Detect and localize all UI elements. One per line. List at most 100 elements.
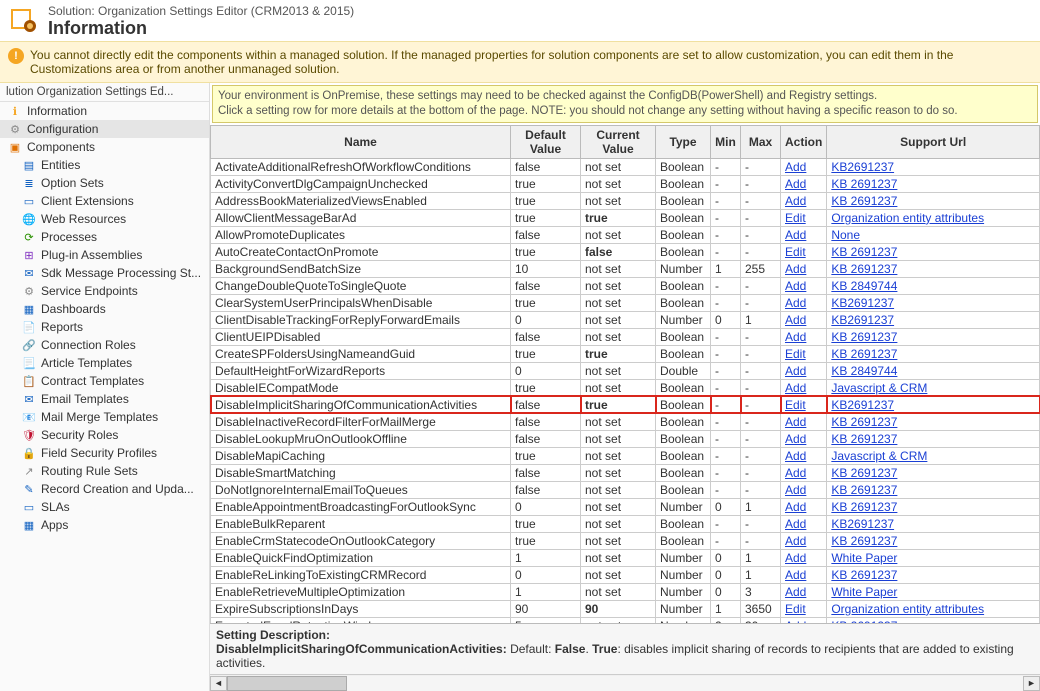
support-url-link[interactable]: KB 2691237: [831, 483, 897, 497]
support-url-link[interactable]: Organization entity attributes: [831, 211, 984, 225]
action-link[interactable]: Edit: [785, 245, 806, 259]
support-url-link[interactable]: KB 2691237: [831, 330, 897, 344]
sidebar-item-email-templates[interactable]: ✉Email Templates: [0, 390, 209, 408]
table-row[interactable]: ClientDisableTrackingForReplyForwardEmai…: [211, 311, 1040, 328]
table-row[interactable]: CreateSPFoldersUsingNameandGuidtruetrueB…: [211, 345, 1040, 362]
sidebar-item-plug-in-assemblies[interactable]: ⊞Plug-in Assemblies: [0, 246, 209, 264]
column-header[interactable]: Support Url: [827, 125, 1040, 158]
support-url-link[interactable]: KB2691237: [831, 517, 894, 531]
action-link[interactable]: Add: [785, 262, 806, 276]
sidebar-item-reports[interactable]: 📄Reports: [0, 318, 209, 336]
table-row[interactable]: EnableRetrieveMultipleOptimization1not s…: [211, 583, 1040, 600]
action-link[interactable]: Edit: [785, 211, 806, 225]
sidebar-item-article-templates[interactable]: 📃Article Templates: [0, 354, 209, 372]
support-url-link[interactable]: KB 2849744: [831, 279, 897, 293]
support-url-link[interactable]: KB 2691237: [831, 466, 897, 480]
action-link[interactable]: Edit: [785, 398, 806, 412]
column-header[interactable]: Action: [781, 125, 827, 158]
support-url-link[interactable]: Javascript & CRM: [831, 449, 927, 463]
table-row[interactable]: DisableImplicitSharingOfCommunicationAct…: [211, 396, 1040, 413]
table-row[interactable]: EnableCrmStatecodeOnOutlookCategorytruen…: [211, 532, 1040, 549]
sidebar-item-configuration[interactable]: ⚙Configuration: [0, 120, 209, 138]
sidebar-item-client-extensions[interactable]: ▭Client Extensions: [0, 192, 209, 210]
table-row[interactable]: ChangeDoubleQuoteToSingleQuotefalsenot s…: [211, 277, 1040, 294]
action-link[interactable]: Edit: [785, 602, 806, 616]
action-link[interactable]: Add: [785, 177, 806, 191]
support-url-link[interactable]: KB2691237: [831, 160, 894, 174]
table-row[interactable]: DoNotIgnoreInternalEmailToQueuesfalsenot…: [211, 481, 1040, 498]
table-row[interactable]: ActivityConvertDlgCampaignUncheckedtruen…: [211, 175, 1040, 192]
action-link[interactable]: Add: [785, 194, 806, 208]
support-url-link[interactable]: None: [831, 228, 860, 242]
action-link[interactable]: Add: [785, 296, 806, 310]
support-url-link[interactable]: KB 2691237: [831, 534, 897, 548]
sidebar-item-processes[interactable]: ⟳Processes: [0, 228, 209, 246]
sidebar-item-slas[interactable]: ▭SLAs: [0, 498, 209, 516]
column-header[interactable]: Name: [211, 125, 511, 158]
support-url-link[interactable]: KB2691237: [831, 296, 894, 310]
action-link[interactable]: Add: [785, 228, 806, 242]
support-url-link[interactable]: KB 2691237: [831, 415, 897, 429]
action-link[interactable]: Add: [785, 415, 806, 429]
sidebar-item-routing-rule-sets[interactable]: ↗Routing Rule Sets: [0, 462, 209, 480]
scroll-right-arrow[interactable]: ►: [1023, 676, 1040, 691]
column-header[interactable]: Current Value: [581, 125, 656, 158]
support-url-link[interactable]: Javascript & CRM: [831, 381, 927, 395]
action-link[interactable]: Add: [785, 551, 806, 565]
support-url-link[interactable]: KB 2691237: [831, 245, 897, 259]
action-link[interactable]: Add: [785, 466, 806, 480]
sidebar-item-service-endpoints[interactable]: ⚙Service Endpoints: [0, 282, 209, 300]
sidebar-item-web-resources[interactable]: 🌐Web Resources: [0, 210, 209, 228]
action-link[interactable]: Add: [785, 517, 806, 531]
settings-table-wrap[interactable]: NameDefault ValueCurrent ValueTypeMinMax…: [210, 125, 1040, 623]
table-row[interactable]: DisableInactiveRecordFilterForMailMergef…: [211, 413, 1040, 430]
action-link[interactable]: Add: [785, 432, 806, 446]
horizontal-scrollbar[interactable]: ◄ ►: [210, 674, 1040, 691]
support-url-link[interactable]: KB 2691237: [831, 194, 897, 208]
scroll-thumb[interactable]: [227, 676, 347, 691]
action-link[interactable]: Add: [785, 500, 806, 514]
support-url-link[interactable]: KB 2691237: [831, 262, 897, 276]
support-url-link[interactable]: KB 2691237: [831, 347, 897, 361]
support-url-link[interactable]: KB 2691237: [831, 177, 897, 191]
column-header[interactable]: Type: [656, 125, 711, 158]
table-row[interactable]: DisableLookupMruOnOutlookOfflinefalsenot…: [211, 430, 1040, 447]
column-header[interactable]: Max: [741, 125, 781, 158]
table-row[interactable]: AllowClientMessageBarAdtruetrueBoolean--…: [211, 209, 1040, 226]
sidebar-item-connection-roles[interactable]: 🔗Connection Roles: [0, 336, 209, 354]
action-link[interactable]: Add: [785, 449, 806, 463]
action-link[interactable]: Add: [785, 568, 806, 582]
support-url-link[interactable]: KB2691237: [831, 398, 894, 412]
action-link[interactable]: Add: [785, 381, 806, 395]
action-link[interactable]: Add: [785, 330, 806, 344]
sidebar-item-entities[interactable]: ▤Entities: [0, 156, 209, 174]
sidebar-item-mail-merge-templates[interactable]: 📧Mail Merge Templates: [0, 408, 209, 426]
sidebar-item-security-roles[interactable]: 🛡Security Roles: [0, 426, 209, 444]
table-row[interactable]: DisableSmartMatchingfalsenot setBoolean-…: [211, 464, 1040, 481]
action-link[interactable]: Add: [785, 313, 806, 327]
table-row[interactable]: EnableReLinkingToExistingCRMRecord0not s…: [211, 566, 1040, 583]
table-row[interactable]: AutoCreateContactOnPromotetruefalseBoole…: [211, 243, 1040, 260]
table-row[interactable]: ClientUEIPDisabledfalsenot setBoolean--A…: [211, 328, 1040, 345]
support-url-link[interactable]: White Paper: [831, 585, 897, 599]
sidebar-item-field-security-profiles[interactable]: 🔒Field Security Profiles: [0, 444, 209, 462]
table-row[interactable]: DisableMapiCachingtruenot setBoolean--Ad…: [211, 447, 1040, 464]
support-url-link[interactable]: KB 2691237: [831, 432, 897, 446]
sidebar-item-option-sets[interactable]: ≣Option Sets: [0, 174, 209, 192]
table-row[interactable]: DefaultHeightForWizardReports0not setDou…: [211, 362, 1040, 379]
action-link[interactable]: Add: [785, 160, 806, 174]
sidebar-item-apps[interactable]: ▦Apps: [0, 516, 209, 534]
column-header[interactable]: Min: [711, 125, 741, 158]
action-link[interactable]: Add: [785, 585, 806, 599]
action-link[interactable]: Add: [785, 279, 806, 293]
sidebar-item-information[interactable]: ℹInformation: [0, 102, 209, 120]
table-row[interactable]: EnableBulkReparenttruenot setBoolean--Ad…: [211, 515, 1040, 532]
action-link[interactable]: Edit: [785, 347, 806, 361]
table-row[interactable]: ActivateAdditionalRefreshOfWorkflowCondi…: [211, 158, 1040, 175]
action-link[interactable]: Add: [785, 483, 806, 497]
scroll-track[interactable]: [227, 676, 1023, 691]
sidebar-item-sdk-message-processing-st[interactable]: ✉Sdk Message Processing St...: [0, 264, 209, 282]
scroll-left-arrow[interactable]: ◄: [210, 676, 227, 691]
support-url-link[interactable]: White Paper: [831, 551, 897, 565]
action-link[interactable]: Add: [785, 534, 806, 548]
